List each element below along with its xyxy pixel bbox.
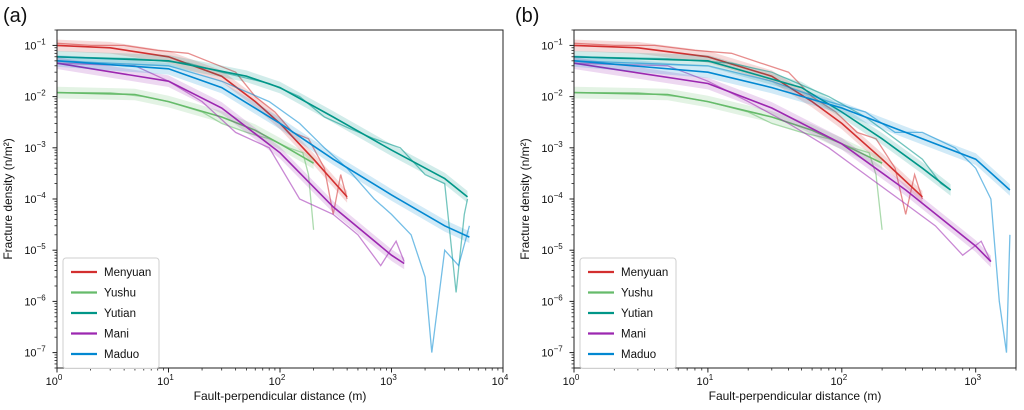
y-axis-title: Fracture density (n/m²) <box>518 138 532 259</box>
y-tick-label: 10−5 <box>24 242 46 257</box>
x-axis-title: Fault-perpendicular distance (m) <box>709 389 882 403</box>
y-tick-label: 10−3 <box>24 140 46 155</box>
y-tick-label: 10−2 <box>541 89 563 104</box>
confidence-band-yutian <box>574 50 951 196</box>
y-tick-label: 10−4 <box>541 191 563 206</box>
x-tick-label: 101 <box>157 373 174 388</box>
y-tick-label: 10−7 <box>24 345 46 360</box>
legend: Menyuan Yushu Yutian Mani Maduo <box>62 257 160 369</box>
x-tick-label: 100 <box>563 373 580 388</box>
legend: Menyuan Yushu Yutian Mani Maduo <box>579 257 677 369</box>
x-tick-label: 102 <box>269 373 286 388</box>
fit-line-yutian <box>574 56 952 191</box>
plot-area <box>574 39 1011 353</box>
confidence-band-maduo <box>574 55 1010 196</box>
y-axis-title: Fracture density (n/m²) <box>1 138 15 259</box>
panel-label-a: (a) <box>3 5 27 27</box>
y-tick-label: 10−6 <box>24 293 46 308</box>
raw-data-line-menyuan <box>57 42 348 215</box>
panel-label-b: (b) <box>515 5 539 27</box>
legend-label-menyuan: Menyuan <box>104 267 151 279</box>
chart-panel-a: 100 101 102 103 104 10−1 10−2 10−3 10−4 10−5 10−6 1… <box>1 29 509 403</box>
y-tick-label: 10−1 <box>24 37 46 52</box>
y-tick-label: 10−7 <box>541 345 563 360</box>
x-tick-label: 103 <box>964 373 981 388</box>
chart-panel-b: 100 101 102 103 10−1 10−2 10−3 10−4 10−5 10−6 10−7… <box>518 29 1017 403</box>
fit-line-yutian <box>57 56 469 198</box>
raw-data-line-menyuan <box>574 42 924 215</box>
plot-area <box>57 39 471 353</box>
legend-label-mani: Mani <box>104 329 129 341</box>
y-tick-label: 10−6 <box>541 293 563 308</box>
fit-line-yushu <box>57 91 315 164</box>
legend-label-yushu: Yushu <box>104 288 136 300</box>
x-tick-label: 103 <box>380 373 397 388</box>
y-tick-label: 10−1 <box>541 37 563 52</box>
legend-label-maduo: Maduo <box>104 349 139 361</box>
x-tick-label: 101 <box>697 373 714 388</box>
x-tick-label: 102 <box>830 373 847 388</box>
raw-data-line-mani <box>57 62 405 267</box>
legend-box <box>579 257 677 369</box>
legend-label-yutian: Yutian <box>621 308 653 320</box>
legend-label-menyuan: Menyuan <box>621 267 668 279</box>
fit-line-maduo <box>574 60 1011 191</box>
raw-data-line-mani <box>574 62 992 262</box>
y-tick-label: 10−3 <box>541 140 563 155</box>
legend-label-maduo: Maduo <box>621 349 656 361</box>
x-tick-label: 100 <box>46 373 63 388</box>
y-tick-label: 10−4 <box>24 191 46 206</box>
legend-box <box>62 257 160 369</box>
fit-line-maduo <box>57 60 470 238</box>
legend-label-yushu: Yushu <box>621 288 653 300</box>
raw-data-line-maduo <box>57 60 471 353</box>
legend-label-yutian: Yutian <box>104 308 136 320</box>
confidence-band-yushu <box>57 86 314 169</box>
confidence-band-yushu <box>574 86 883 169</box>
legend-label-mani: Mani <box>621 329 646 341</box>
x-axis-title: Fault-perpendicular distance (m) <box>194 389 367 403</box>
fit-line-mani <box>57 62 405 265</box>
y-tick-label: 10−5 <box>541 242 563 257</box>
confidence-band-menyuan <box>57 39 348 203</box>
y-tick-label: 10−2 <box>24 89 46 104</box>
raw-data-line-maduo <box>574 60 1011 353</box>
x-tick-label: 104 <box>492 373 509 388</box>
fit-line-mani <box>574 62 992 263</box>
